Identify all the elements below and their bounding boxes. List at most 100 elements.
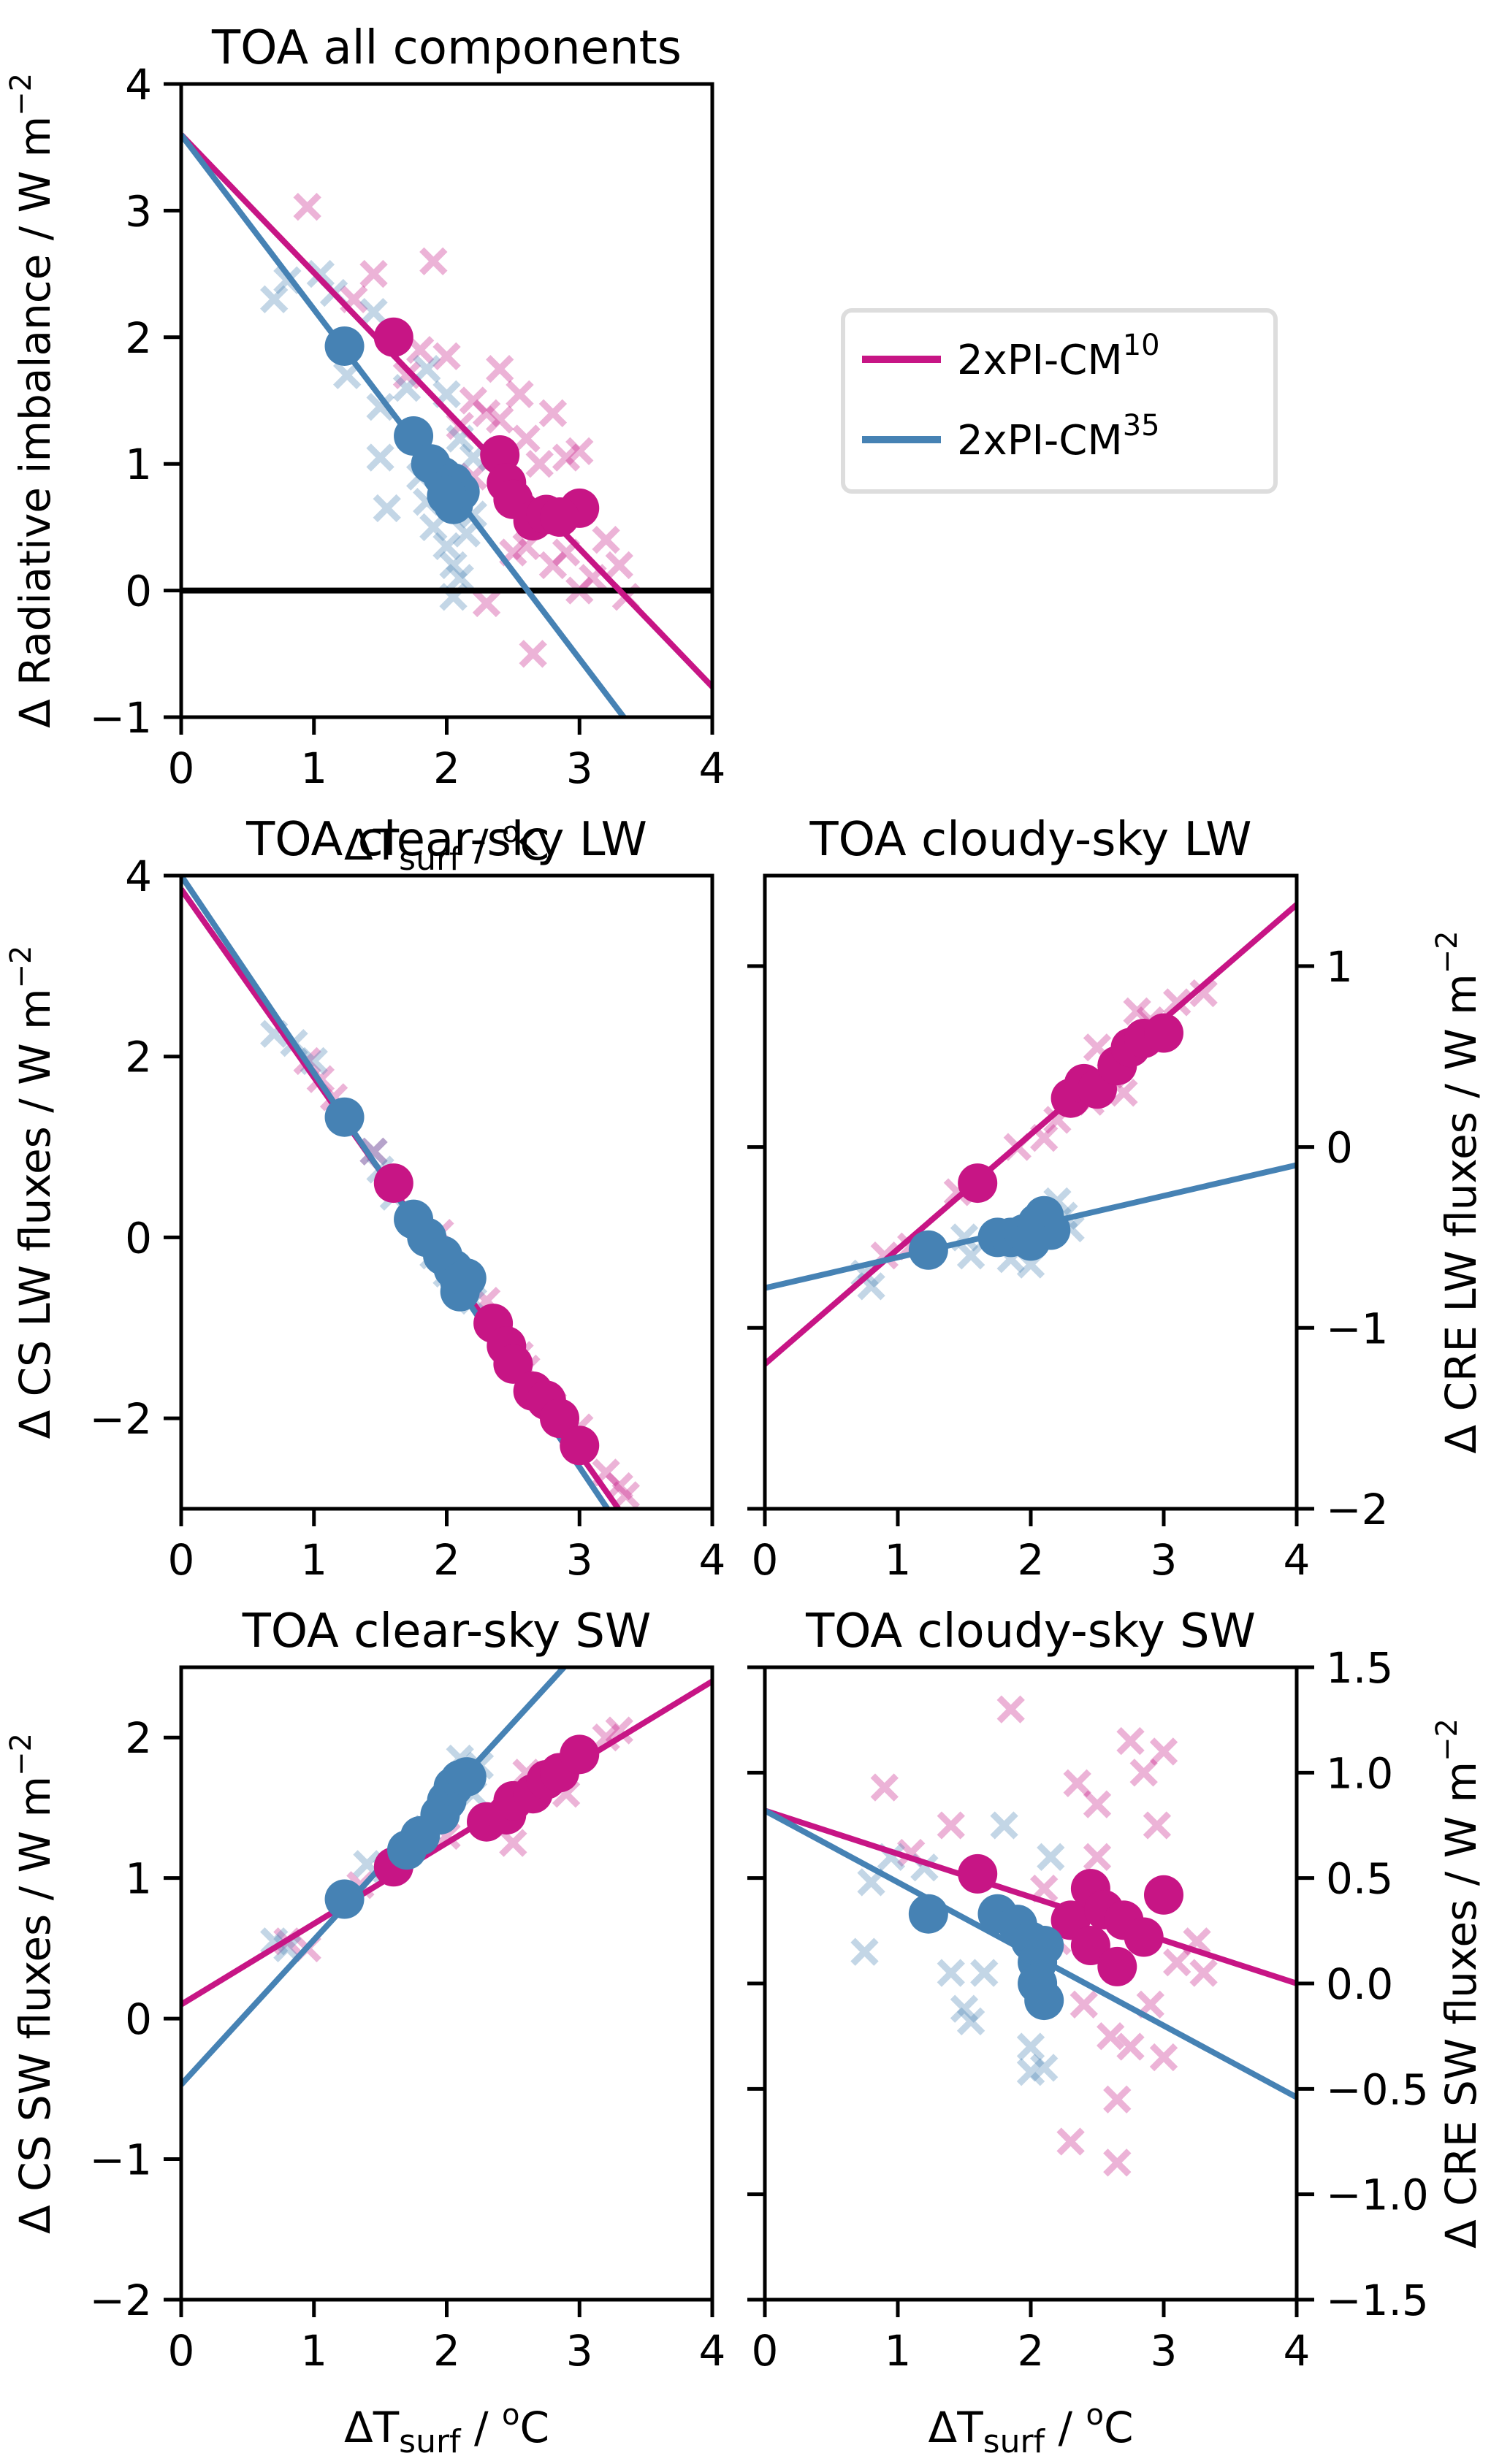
cross-stroke: [486, 354, 514, 383]
sample-cross-cm10: [1116, 1726, 1145, 1756]
cross-stroke: [293, 193, 321, 221]
legend-label-sup: 10: [1123, 329, 1160, 362]
cross-stroke: [1116, 2032, 1145, 2061]
cross-stroke: [260, 1927, 289, 1956]
cross-stroke: [950, 1223, 979, 1252]
cross-stroke: [1016, 2058, 1045, 2086]
cross-stroke: [1163, 1948, 1191, 1977]
cross-stroke: [990, 1811, 1018, 1840]
sample-cross-cm10: [1163, 1948, 1191, 1977]
cross-stroke: [392, 373, 422, 402]
sample-cross-cm10: [1103, 2149, 1132, 2177]
cross-stroke: [459, 443, 488, 472]
sample-cross-cm10: [1069, 1990, 1098, 2019]
cross-stroke: [1123, 997, 1151, 1025]
x-tick-label: 4: [699, 2326, 726, 2376]
cross-stroke: [1097, 2021, 1125, 2051]
y-tick-label: −2: [1326, 1485, 1389, 1534]
cross-stroke: [359, 1137, 388, 1166]
x-tick-label: 3: [566, 743, 593, 793]
y-tick-label: 2: [125, 313, 152, 363]
mean-point-cm35: [908, 1230, 948, 1270]
cross-stroke: [1143, 1811, 1172, 1840]
cross-stroke: [1149, 1737, 1178, 1766]
cross-stroke: [956, 2007, 985, 2036]
y-axis-label: Δ CS LW fluxes / W m−2: [4, 945, 60, 1439]
cross-stroke: [605, 551, 633, 580]
x-tick-label: 1: [300, 2326, 327, 2376]
cross-stroke: [850, 1937, 879, 1966]
cross-stroke: [870, 1773, 899, 1802]
sample-cross-cm10: [1149, 2043, 1178, 2072]
cross-stroke: [1063, 1769, 1091, 1797]
cross-stroke: [340, 285, 368, 313]
cross-stroke: [419, 247, 448, 275]
x-tick-label: 4: [1284, 1535, 1311, 1585]
x-axis-label-sub: surf: [983, 2423, 1046, 2460]
cross-stroke: [260, 1019, 289, 1048]
sample-cross-cm10: [419, 247, 448, 275]
y-tick-label: 1: [125, 440, 152, 489]
cross-stroke: [538, 399, 568, 428]
mean-point-cm10: [560, 1734, 600, 1775]
panel-title: TOA clear-sky SW: [242, 1604, 652, 1658]
x-tick-label: 1: [885, 2326, 912, 2376]
x-tick-label: 0: [752, 1535, 779, 1585]
cross-stroke: [472, 399, 501, 428]
cross-stroke: [605, 1716, 633, 1745]
cross-stroke: [359, 259, 388, 288]
cross-stroke: [605, 1472, 633, 1501]
x-tick-label: 0: [168, 1535, 195, 1585]
sample-cross-cm10: [1149, 1737, 1178, 1766]
cross-stroke: [306, 259, 335, 288]
y-tick-label: 0.0: [1326, 1959, 1393, 2009]
cross-stroke: [1063, 1769, 1091, 1797]
sample-cross-cm35: [1016, 2032, 1045, 2061]
cross-stroke: [592, 1458, 620, 1487]
mean-point-cm10: [1124, 1917, 1164, 1957]
cross-stroke: [446, 424, 474, 453]
cross-stroke: [499, 1829, 527, 1857]
sample-cross-cm10: [1163, 988, 1191, 1017]
cross-stroke: [1030, 1124, 1059, 1152]
sample-cross-cm10: [359, 259, 388, 288]
cross-stroke: [1183, 1927, 1211, 1956]
sample-cross-cm35: [970, 1959, 999, 1987]
cross-stroke: [1163, 1948, 1191, 1977]
cross-stroke: [611, 1481, 641, 1509]
sample-cross-cm35: [1030, 2054, 1059, 2082]
sample-cross-cm35: [413, 354, 441, 383]
cross-stroke: [956, 1241, 985, 1270]
x-tick-label: 4: [699, 1535, 726, 1585]
panel-title: TOA all components: [211, 21, 682, 75]
cross-stroke: [1116, 2032, 1145, 2061]
cross-stroke: [1030, 1874, 1059, 1903]
plot-area: [765, 902, 1297, 1366]
x-tick-label: 4: [1284, 2326, 1311, 2376]
cross-stroke: [1189, 979, 1218, 1008]
cross-stroke: [459, 386, 488, 415]
cross-stroke: [1163, 988, 1191, 1017]
cross-stroke: [611, 1481, 641, 1509]
cross-stroke: [605, 551, 633, 580]
cross-stroke: [1083, 1843, 1112, 1871]
cross-stroke: [459, 386, 488, 415]
cross-stroke: [956, 2007, 985, 2036]
x-tick-label: 0: [168, 2326, 195, 2376]
fit-line-cm10: [181, 1678, 712, 2008]
axes-frame: [179, 1665, 714, 2302]
cross-stroke: [857, 1272, 885, 1301]
cross-stroke: [525, 450, 554, 478]
cross-stroke: [472, 589, 501, 618]
cross-stroke: [260, 1927, 289, 1956]
cross-stroke: [1189, 1959, 1218, 1987]
cross-stroke: [419, 513, 448, 542]
cross-stroke: [499, 1829, 527, 1857]
cross-stroke: [1103, 2085, 1132, 2113]
cross-stroke: [1037, 1843, 1065, 1871]
x-tick-label: 4: [699, 743, 726, 793]
cross-stroke: [552, 443, 581, 472]
cross-stroke: [1110, 1079, 1138, 1107]
cross-stroke: [1083, 1843, 1112, 1871]
